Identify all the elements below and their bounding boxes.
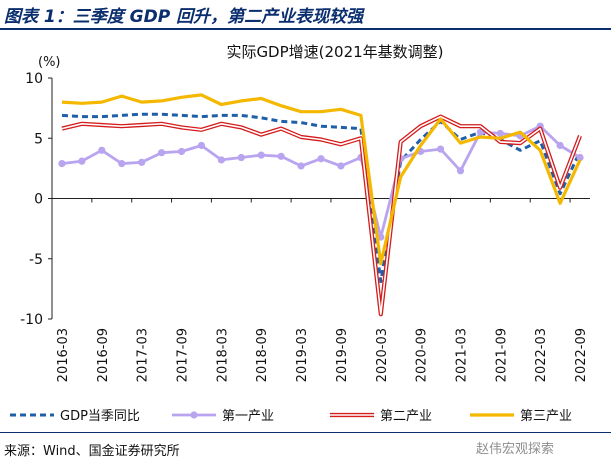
series-2-point bbox=[496, 129, 504, 138]
series-2-point bbox=[98, 146, 106, 154]
x-tick-label: 2021-09 bbox=[494, 328, 509, 382]
y-tick-label: -5 bbox=[29, 252, 43, 268]
x-tick-label: 2022-09 bbox=[574, 328, 589, 382]
series-2-point bbox=[476, 128, 485, 136]
legend-label: 第二产业 bbox=[380, 409, 432, 424]
series-2-point bbox=[576, 153, 584, 162]
x-tick-label: 2016-03 bbox=[56, 328, 71, 382]
series-2-point bbox=[138, 158, 146, 166]
series-2-point bbox=[257, 151, 265, 159]
source-note: 来源：Wind、国金证券研究所 bbox=[4, 444, 180, 459]
legend-swatch-marker bbox=[190, 411, 198, 419]
series-lines bbox=[58, 93, 584, 317]
series-line-3-outline bbox=[61, 114, 582, 317]
watermark: 赵伟宏观探索 bbox=[476, 442, 555, 457]
x-tick-label: 2018-09 bbox=[255, 328, 270, 382]
x-tick-label: 2018-03 bbox=[215, 328, 230, 382]
title-divider bbox=[0, 28, 611, 30]
chart-axes: 10 5 0 -5 -10 2016-03 2016-09 2017-03 2017-09 201… bbox=[20, 71, 590, 382]
series-line-3-core bbox=[61, 115, 581, 316]
legend-label: 第三产业 bbox=[520, 409, 572, 424]
x-tick-label: 2017-03 bbox=[136, 328, 151, 382]
series-2-point bbox=[58, 159, 66, 168]
series-2-point bbox=[237, 153, 245, 162]
x-tick-label: 2022-03 bbox=[534, 328, 549, 382]
x-tick-label: 2019-09 bbox=[335, 328, 350, 382]
figure-title: 图表 1：三季度 GDP 回升，第二产业表现较强 bbox=[4, 7, 364, 27]
x-tick-label: 2019-03 bbox=[295, 328, 310, 382]
series-2-point bbox=[177, 147, 186, 156]
y-axis-unit: (%) bbox=[38, 55, 61, 70]
series-2-point bbox=[78, 157, 86, 165]
series-2-point bbox=[337, 162, 345, 170]
x-tick-label: 2021-03 bbox=[454, 328, 469, 382]
chart-title: 实际GDP增速(2021年基数调整) bbox=[226, 43, 443, 61]
series-2-point bbox=[317, 155, 325, 163]
y-tick-label: 0 bbox=[34, 192, 43, 208]
x-tick-label: 2017-09 bbox=[176, 328, 191, 382]
x-tick-label: 2016-09 bbox=[96, 328, 111, 382]
series-line-4 bbox=[61, 93, 582, 266]
y-tick-label: 5 bbox=[34, 131, 43, 147]
series-2-point bbox=[456, 167, 465, 175]
legend: GDP当季同比 第一产业 第二产业 第三产业 bbox=[10, 409, 572, 424]
line-chart: 实际GDP增速(2021年基数调整) (%) 10 5 0 -5 -10 2016-03 2… bbox=[10, 43, 590, 424]
bottom-divider bbox=[0, 432, 611, 433]
series-2-point bbox=[297, 162, 305, 170]
series-2-point bbox=[436, 145, 445, 153]
series-2-point bbox=[118, 159, 126, 168]
y-tick-label: -10 bbox=[20, 312, 43, 328]
x-tick-label: 2020-03 bbox=[375, 328, 390, 382]
series-2-point bbox=[157, 149, 166, 157]
series-2-point bbox=[277, 152, 285, 160]
legend-label: GDP当季同比 bbox=[60, 409, 140, 424]
y-tick-label: 10 bbox=[25, 71, 43, 87]
series-2-point bbox=[556, 141, 564, 150]
legend-label: 第一产业 bbox=[222, 409, 274, 424]
series-2-point bbox=[197, 141, 206, 150]
x-tick-label: 2020-09 bbox=[415, 328, 430, 382]
series-2-point bbox=[217, 156, 225, 164]
